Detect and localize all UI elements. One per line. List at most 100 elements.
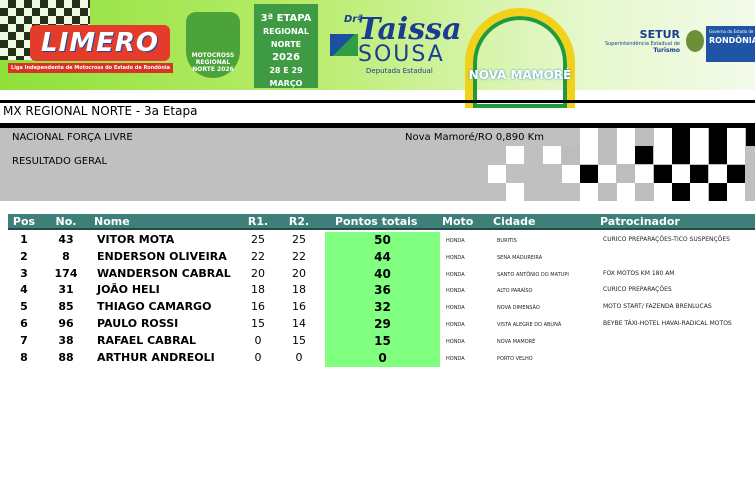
checker-square <box>598 164 617 183</box>
cell-pos: 7 <box>20 333 28 347</box>
checker-square <box>672 164 690 183</box>
cell-cidade: VISTA ALEGRE DO ABUNÃ <box>497 322 562 328</box>
cell-r2: 22 <box>292 249 306 263</box>
cell-r1: 25 <box>251 233 265 246</box>
header-pontos: Pontos totais <box>335 215 418 228</box>
cell-pontos: 0 <box>325 349 440 367</box>
cell-no: 31 <box>58 283 74 297</box>
sponsor-banner: LIMERO Liga Independente de Motocross do… <box>0 0 755 114</box>
checker-square <box>708 128 727 146</box>
checker-square <box>745 128 755 146</box>
cell-pos: 5 <box>20 300 28 314</box>
cell-moto: HONDA <box>446 322 465 328</box>
cell-pos: 3 <box>20 266 28 280</box>
etapa-line: REGIONAL NORTE <box>263 27 309 49</box>
nova-mamore-text: NOVA MAMORÉ <box>468 68 572 82</box>
table-row: 5 85 THIAGO CAMARGO 16 16 32 HONDA NOVA DIMENSÃ… <box>0 299 755 317</box>
location-label: Nova Mamoré/RO 0,890 Km <box>405 132 544 143</box>
checker-square <box>580 182 598 201</box>
cell-pos: 4 <box>20 283 28 297</box>
checker-square <box>598 182 617 201</box>
table-row: 1 43 VITOR MOTA 25 25 50 HONDA BURITIS CURICO PR… <box>0 232 755 249</box>
etapa-line: NOVA MAMORÉ <box>265 92 307 114</box>
checker-square <box>561 164 580 183</box>
setur-text: SETUR <box>639 28 680 41</box>
checker-square <box>488 164 506 183</box>
cell-r1: 20 <box>251 266 265 280</box>
cell-r2: 15 <box>292 333 306 347</box>
rondonia-seal-icon <box>686 30 704 52</box>
cell-pontos: 40 <box>325 265 440 283</box>
table-row: 3 174 WANDERSON CABRAL 20 20 40 HONDA SANTO ANT… <box>0 265 755 283</box>
arch-icon <box>465 8 575 108</box>
cell-r2: 20 <box>292 266 306 280</box>
cell-no: 88 <box>58 350 74 364</box>
etapa-info-box: 3ª ETAPA REGIONAL NORTE 2026 28 E 29 MAR… <box>254 4 318 114</box>
cell-patrocinador: MOTO START/ FAZENDA BRENLUCAS <box>603 303 712 311</box>
checker-square <box>653 164 672 183</box>
taissa-text: Taissa <box>358 12 462 47</box>
dra-text: Drª <box>344 14 363 25</box>
checker-square <box>653 182 672 201</box>
cell-nome: THIAGO CAMARGO <box>97 300 212 314</box>
cell-nome: ENDERSON OLIVEIRA <box>97 249 227 263</box>
checker-square <box>561 146 580 165</box>
header-patrocinador: Patrocinador <box>600 215 680 228</box>
cell-no: 8 <box>62 249 70 263</box>
cell-moto: HONDA <box>446 305 465 312</box>
limero-logo: LIMERO <box>30 25 170 61</box>
cell-r2: 18 <box>292 283 306 297</box>
checker-square <box>616 128 635 146</box>
setur-logo: SETUR Superintendência Estadual de Turis… <box>598 28 680 54</box>
checker-square <box>708 182 727 201</box>
cell-pos: 6 <box>20 317 28 330</box>
cell-r1: 0 <box>254 350 262 364</box>
checker-square <box>727 182 746 201</box>
cell-moto: HONDA <box>446 238 465 244</box>
header-moto: Moto <box>442 215 474 228</box>
cell-patrocinador: FOX MOTOS KM 180 AM <box>603 269 675 277</box>
race-info-panel: NACIONAL FORÇA LIVRE RESULTADO GERAL Nov… <box>0 128 755 201</box>
sousa-text: SOUSA <box>358 42 445 67</box>
checker-square <box>616 146 635 165</box>
divider <box>0 100 755 103</box>
cell-moto: HONDA <box>446 288 465 295</box>
cell-moto: HONDA <box>446 254 465 261</box>
checker-square <box>635 146 654 165</box>
checker-square <box>690 182 709 201</box>
deputada-text: Deputada Estadual <box>366 67 433 75</box>
table-row: 4 31 JOÃO HELI 18 18 36 HONDA ALTO PARAÍSO CURIC… <box>0 282 755 300</box>
checker-square <box>653 128 672 146</box>
checker-square <box>672 182 690 201</box>
checker-square <box>580 164 598 183</box>
table-row: 6 96 PAULO ROSSI 15 14 29 HONDA VISTA ALEGRE DO… <box>0 316 755 333</box>
cell-nome: RAFAEL CABRAL <box>97 333 197 347</box>
checker-square <box>727 128 746 146</box>
motocross-badge-logo: MOTOCROSS REGIONAL NORTE 2026 <box>186 12 240 78</box>
nova-mamore-logo: NOVA MAMORÉ <box>460 6 580 108</box>
checker-square <box>672 128 690 146</box>
cell-cidade: PORTO VELHO <box>497 355 533 362</box>
checker-square <box>506 146 525 165</box>
checker-square <box>598 146 617 165</box>
rondonia-flag-icon <box>330 34 358 56</box>
checker-square <box>616 182 635 201</box>
header-r2: R2. <box>288 215 310 228</box>
turismo-text: Turismo <box>653 47 680 54</box>
checker-square <box>708 164 727 183</box>
checker-square <box>690 146 709 165</box>
checker-square <box>635 164 654 183</box>
checker-square <box>598 128 617 146</box>
result-label: RESULTADO GERAL <box>12 156 108 167</box>
cell-pontos: 15 <box>325 332 440 350</box>
checker-square <box>690 128 709 146</box>
checker-square <box>635 128 654 146</box>
cell-r1: 18 <box>251 283 265 297</box>
page-title: MX REGIONAL NORTE - 3a Etapa <box>3 104 198 118</box>
header-cidade: Cidade <box>493 215 536 228</box>
checker-square <box>708 146 727 165</box>
cell-cidade: SANTO ANTÔNIO DO MATUPI <box>497 271 569 278</box>
rondonia-government-logo: Governo do Estado de RONDÔNIA <box>706 26 755 62</box>
header-pos: Pos <box>12 215 36 228</box>
cell-pontos: 50 <box>325 232 440 249</box>
